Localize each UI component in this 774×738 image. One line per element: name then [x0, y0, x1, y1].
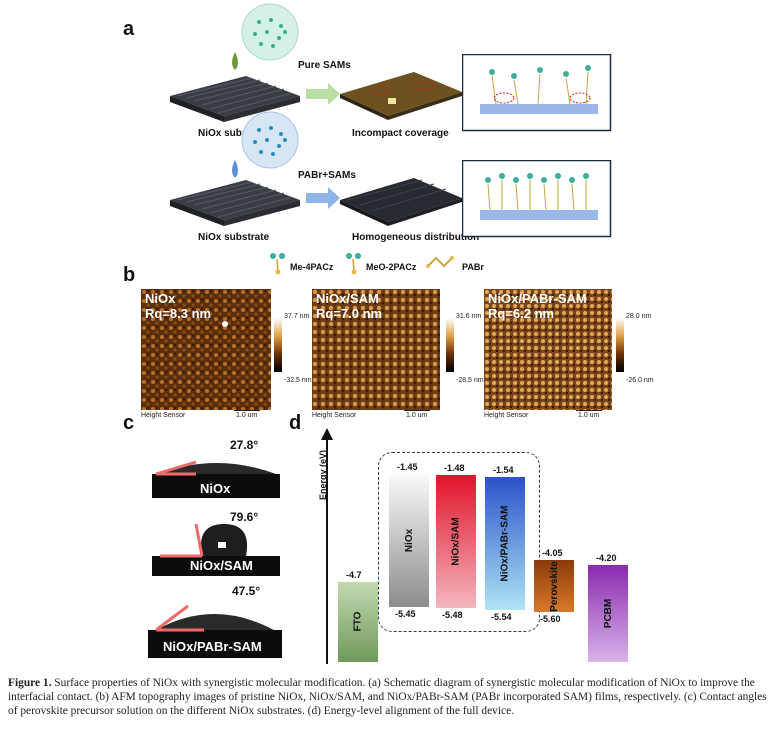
- energy-top-label: -1.45: [397, 462, 418, 472]
- incompact-coverage-illustration: [340, 72, 462, 120]
- energy-bar-3: [436, 474, 476, 608]
- afm-colorbar-niox-pabr-sam: [616, 318, 624, 372]
- energy-bar-5: [534, 560, 574, 612]
- contact-angle-niox-pabr-sam: 47.5°: [232, 584, 261, 598]
- afm-colorbar-niox-sam: [446, 318, 454, 372]
- energy-bottom-label: -5.54: [491, 611, 512, 622]
- energy-top-label: -4.7: [346, 569, 362, 580]
- drop-label-niox-pabr-sam: NiOx/PABr-SAM: [163, 639, 262, 654]
- energy-bottom-label: -5.45: [395, 608, 416, 619]
- afm-cbar-bottom-niox-pabr-sam: -26.0 nm: [626, 377, 654, 384]
- substrate-label-row2: NiOx substrate: [198, 232, 270, 243]
- contact-angle-niox: 27.8°: [230, 438, 259, 452]
- afm-roughness-niox: Rq=8.3 nm: [145, 306, 212, 321]
- pabr-icon: [426, 256, 454, 268]
- caption-text: Surface properties of NiOx with synergis…: [8, 677, 767, 717]
- energy-bar-1: [338, 581, 378, 662]
- afm-title-niox: NiOx: [145, 291, 176, 306]
- energy-bar-name: NiOx: [403, 528, 415, 553]
- afm-texture-niox-sam: [312, 289, 440, 410]
- energy-bar-6: [588, 565, 628, 662]
- afm-scale-niox-pabr-sam: 1.0 um: [578, 412, 600, 419]
- substrate-illustration-row2: [170, 180, 300, 226]
- homogeneous-distribution-label: Homogeneous distribution: [352, 232, 480, 243]
- energy-bar-4: [485, 476, 525, 610]
- energy-top-label: -1.48: [444, 462, 465, 473]
- energy-bar-name: Perovskite: [548, 560, 560, 612]
- energy-bottom-label: -5.60: [540, 613, 561, 624]
- incompact-coverage-label: Incompact coverage: [352, 128, 449, 139]
- arrow-row2: [306, 187, 340, 209]
- afm-scale-niox-sam: 1.0 um: [406, 412, 428, 419]
- contact-angle-image-niox: [152, 460, 280, 498]
- afm-sensor-niox-pabr-sam: Height Sensor: [484, 412, 529, 419]
- energy-bottom-label: -5.48: [442, 609, 463, 620]
- pabr-sams-bubble: [232, 111, 299, 178]
- energy-top-label: -4.05: [542, 548, 563, 559]
- arrow-row1: [306, 83, 340, 105]
- sam-group-box: [378, 452, 540, 632]
- afm-scalebar-niox-pabr-sam: [576, 410, 602, 411]
- afm-title-niox-sam: NiOx/SAM: [316, 291, 379, 306]
- energy-bar-name: NiOx/SAM: [450, 517, 462, 566]
- afm-image-niox-sam: [312, 289, 440, 410]
- afm-cbar-top-niox-sam: 31.6 nm: [456, 313, 482, 320]
- energy-top-label: -1.54: [493, 464, 514, 475]
- afm-texture-niox-pabr-sam: [484, 289, 612, 410]
- pure-sams-label: Pure SAMs: [298, 60, 351, 71]
- energy-bar-name: PCBM: [602, 598, 614, 629]
- contact-angle-image-niox-pabr-sam: [148, 604, 282, 658]
- energy-bar-name: FTO: [352, 612, 364, 632]
- afm-sensor-niox: Height Sensor: [141, 412, 186, 419]
- panel-d-letter: d: [289, 412, 302, 434]
- pabr-sams-label: PABr+SAMs: [298, 170, 356, 181]
- homogeneous-distribution-illustration: [340, 178, 462, 226]
- afm-cbar-bottom-niox-sam: -28.5 nm: [456, 377, 484, 384]
- afm-roughness-niox-sam: Rq=7.0 nm: [316, 306, 383, 321]
- homogeneous-zoom-box: [462, 160, 612, 238]
- afm-scalebar-niox-sam: [404, 410, 430, 411]
- panel-b-letter: b: [123, 264, 136, 286]
- afm-scale-niox: 1.0 um: [236, 412, 258, 419]
- afm-image-niox: [141, 289, 271, 410]
- me-4pacz-icon: [270, 253, 285, 275]
- drop-label-niox: NiOx: [200, 481, 231, 496]
- afm-texture-niox: [141, 289, 271, 410]
- contact-angle-image-niox-sam: [152, 523, 280, 576]
- pure-sams-bubble: [232, 3, 299, 70]
- drop-label-niox-sam: NiOx/SAM: [190, 558, 253, 573]
- afm-colorbar-niox: [274, 318, 282, 372]
- legend-meo-2pacz: MeO-2PACz: [366, 262, 417, 272]
- legend-pabr: PABr: [462, 262, 484, 272]
- afm-image-niox-pabr-sam: [484, 289, 612, 410]
- meo-2pacz-icon: [346, 253, 361, 275]
- afm-scalebar-niox: [234, 410, 260, 411]
- substrate-illustration-row1: [170, 76, 300, 122]
- energy-axis-arrow: [321, 428, 333, 664]
- figure-caption: Figure 1. Surface properties of NiOx wit…: [8, 676, 768, 718]
- afm-roughness-niox-pabr-sam: Rq=6.2 nm: [488, 306, 555, 321]
- legend-me-4pacz: Me-4PACz: [290, 262, 334, 272]
- panel-a-letter: a: [123, 18, 135, 40]
- afm-cbar-top-niox-pabr-sam: 28.0 nm: [626, 313, 652, 320]
- energy-bar-name: NiOx/PABr-SAM: [499, 505, 511, 582]
- energy-bar-2: [389, 474, 429, 607]
- caption-figure-label: Figure 1.: [8, 677, 52, 689]
- afm-title-niox-pabr-sam: NiOx/PABr-SAM: [488, 291, 587, 306]
- afm-cbar-bottom-niox: -32.5 nm: [284, 377, 312, 384]
- substrate-label-row1: NiOx substrate: [198, 128, 270, 139]
- afm-cbar-top-niox: 37.7 nm: [284, 313, 310, 320]
- energy-top-label: -4.20: [596, 553, 617, 564]
- afm-sensor-niox-sam: Height Sensor: [312, 412, 357, 419]
- panel-c-letter: c: [123, 412, 135, 434]
- contact-angle-niox-sam: 79.6°: [230, 510, 259, 524]
- incompact-zoom-box: [462, 54, 612, 132]
- energy-axis-label: Energy (eV): [318, 449, 329, 501]
